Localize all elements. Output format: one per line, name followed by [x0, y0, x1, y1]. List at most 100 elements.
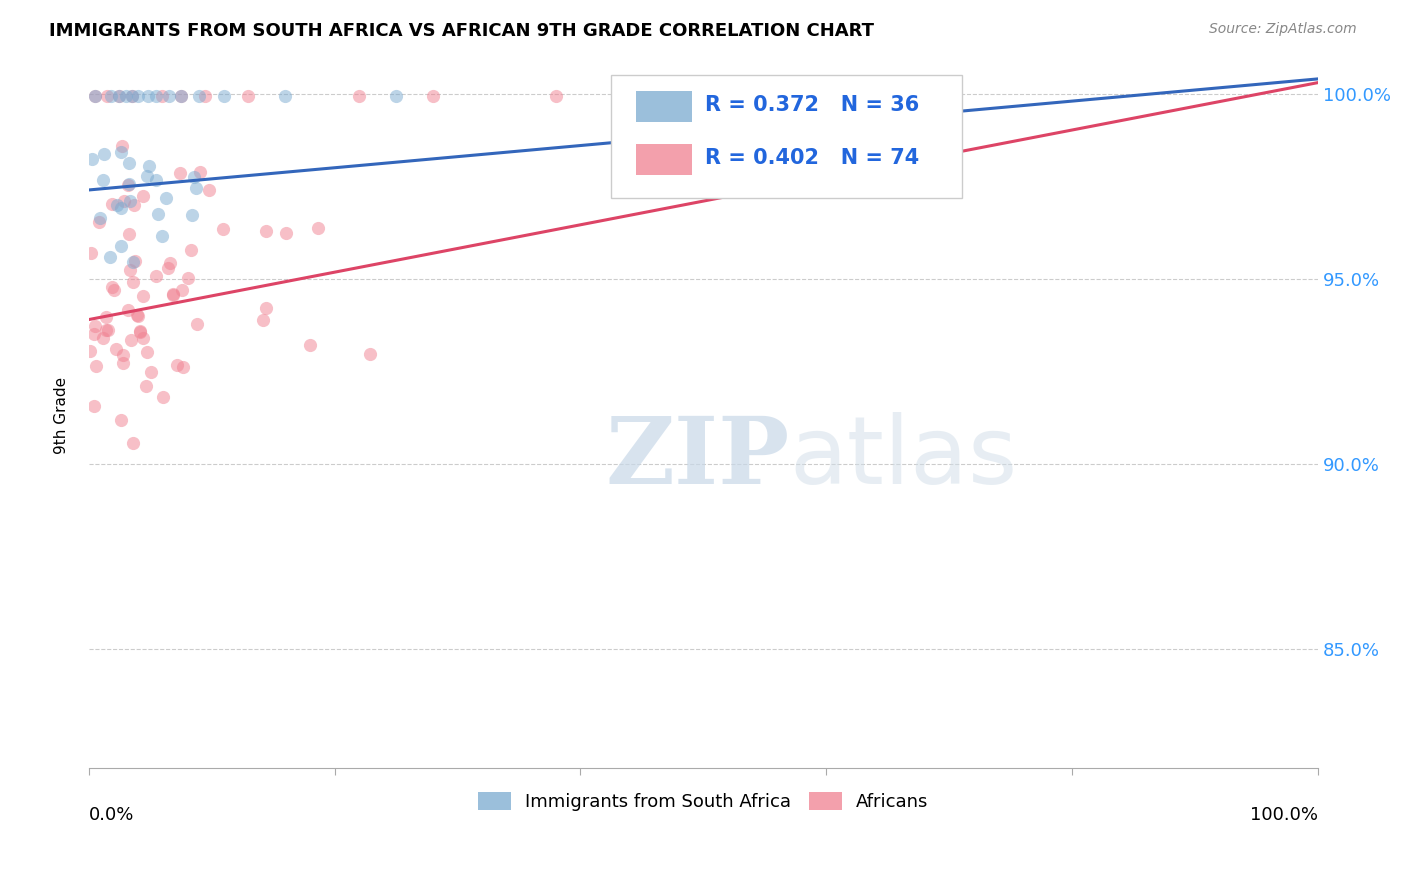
Point — [112, 194, 135, 209]
Point — [159, 256, 181, 270]
Point — [121, 255, 143, 269]
Point — [180, 244, 202, 258]
Point — [132, 331, 155, 345]
Point — [89, 211, 111, 225]
Point — [105, 342, 128, 356]
Point — [238, 88, 260, 103]
Point — [94, 310, 117, 325]
Point — [162, 288, 184, 302]
Point — [96, 323, 118, 337]
Point — [146, 207, 169, 221]
Point — [186, 317, 208, 331]
Point — [96, 88, 118, 103]
FancyBboxPatch shape — [636, 144, 692, 175]
Point — [93, 147, 115, 161]
Point — [114, 88, 136, 103]
Point — [150, 229, 173, 244]
Point — [132, 288, 155, 302]
Point — [108, 88, 131, 103]
Text: 100.0%: 100.0% — [1250, 806, 1319, 824]
Point — [83, 88, 105, 103]
Point — [100, 88, 122, 103]
Text: 0.0%: 0.0% — [89, 806, 134, 824]
Point — [188, 165, 211, 179]
Point — [212, 222, 235, 236]
Point — [83, 88, 105, 103]
Point — [110, 201, 132, 215]
Point — [177, 271, 200, 285]
Point — [156, 261, 179, 276]
Point — [118, 177, 141, 191]
Point — [145, 268, 167, 283]
Point — [121, 88, 143, 103]
Point — [169, 165, 191, 179]
Point — [544, 88, 567, 103]
Point — [135, 169, 157, 183]
Point — [132, 188, 155, 202]
Point — [138, 159, 160, 173]
Point — [98, 250, 121, 264]
Point — [111, 138, 134, 153]
Text: 9th Grade: 9th Grade — [53, 377, 69, 454]
Point — [91, 331, 114, 345]
Point — [183, 169, 205, 184]
Point — [108, 88, 131, 103]
Point — [83, 327, 105, 342]
Point — [298, 338, 321, 352]
Point — [111, 356, 134, 370]
Legend: Immigrants from South Africa, Africans: Immigrants from South Africa, Africans — [471, 785, 936, 819]
Point — [122, 198, 145, 212]
Text: ZIP: ZIP — [605, 413, 789, 503]
Point — [197, 183, 219, 197]
Point — [124, 253, 146, 268]
FancyBboxPatch shape — [612, 75, 962, 198]
Point — [252, 313, 274, 327]
Point — [135, 379, 157, 393]
Point — [84, 359, 107, 374]
Point — [97, 323, 120, 337]
Point — [254, 224, 277, 238]
Point — [136, 345, 159, 359]
Point — [79, 344, 101, 359]
Text: IMMIGRANTS FROM SOUTH AFRICA VS AFRICAN 9TH GRADE CORRELATION CHART: IMMIGRANTS FROM SOUTH AFRICA VS AFRICAN … — [49, 22, 875, 40]
Point — [111, 348, 134, 362]
Point — [170, 88, 193, 103]
Point — [136, 88, 159, 103]
Point — [385, 88, 408, 103]
Point — [103, 283, 125, 297]
Point — [359, 347, 381, 361]
Point — [118, 262, 141, 277]
Point — [307, 221, 329, 235]
Point — [166, 359, 188, 373]
Point — [141, 365, 163, 379]
Text: R = 0.402   N = 74: R = 0.402 N = 74 — [704, 148, 920, 168]
Point — [157, 88, 180, 103]
Point — [118, 194, 141, 209]
Point — [347, 88, 370, 103]
Point — [128, 324, 150, 338]
Point — [110, 238, 132, 252]
Point — [89, 214, 111, 228]
Point — [83, 399, 105, 413]
Point — [83, 318, 105, 333]
Point — [170, 88, 193, 103]
Point — [129, 325, 152, 339]
Point — [121, 88, 143, 103]
Point — [194, 88, 217, 103]
Point — [127, 88, 149, 103]
Point — [274, 88, 297, 103]
Point — [155, 191, 177, 205]
Point — [145, 173, 167, 187]
Point — [152, 390, 174, 404]
Point — [101, 280, 124, 294]
Point — [120, 333, 142, 347]
Point — [180, 209, 202, 223]
Point — [172, 283, 194, 297]
Point — [184, 181, 207, 195]
Point — [91, 173, 114, 187]
Point — [188, 88, 211, 103]
Point — [110, 413, 132, 427]
Point — [422, 88, 444, 103]
Point — [254, 301, 277, 315]
Point — [117, 303, 139, 318]
